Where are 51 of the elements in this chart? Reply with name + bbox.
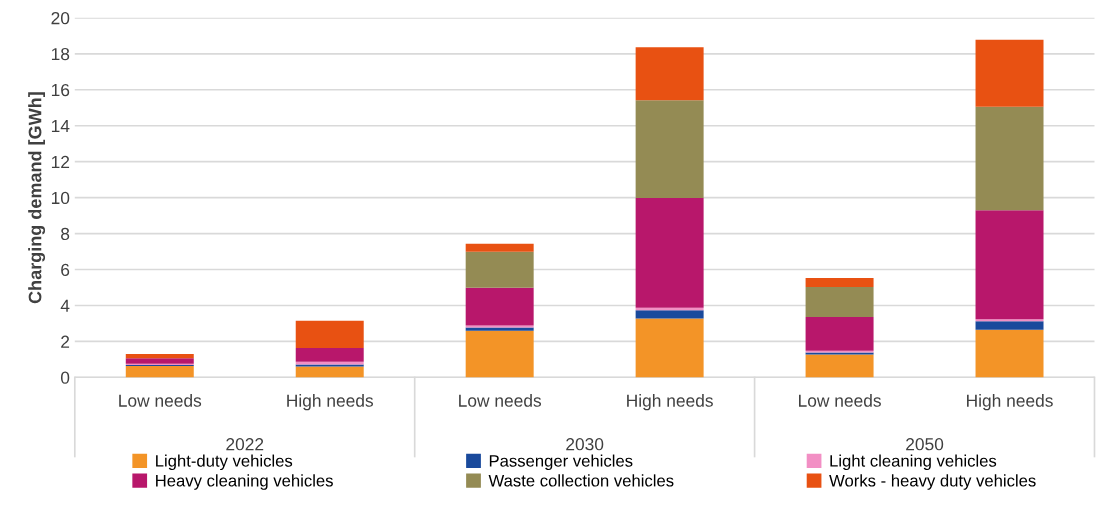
- bar: [975, 321, 1044, 330]
- y-tick-label: 20: [51, 12, 70, 25]
- x-tick-label: High needs: [627, 394, 713, 411]
- bar: [975, 106, 1044, 211]
- y-tick-label: 2: [61, 335, 70, 348]
- x-tick-label: High needs: [967, 394, 1053, 411]
- legend-label: Waste collection vehicles: [488, 474, 674, 487]
- legend-label: Passenger vehicles: [489, 454, 633, 471]
- x-tick-label: High needs: [287, 394, 374, 411]
- y-tick-label: 8: [61, 227, 70, 241]
- y-axis-title: Charging demand [GWh]: [28, 92, 46, 304]
- y-tick-label: 16: [51, 83, 70, 97]
- bar: [295, 366, 364, 378]
- legend-label: Light cleaning vehicles: [830, 454, 997, 471]
- y-tick-label: 12: [51, 155, 70, 168]
- bar: [465, 243, 534, 252]
- bar: [975, 210, 1044, 320]
- x-tick-label: Low needs: [799, 394, 881, 407]
- bar: [465, 287, 534, 326]
- bar: [805, 354, 874, 378]
- bar: [635, 197, 704, 308]
- legend-label: Heavy cleaning vehicles: [156, 474, 333, 490]
- bar: [635, 47, 704, 101]
- legend-label: Works - heavy duty vehicles: [829, 474, 1036, 490]
- bar: [465, 330, 534, 378]
- y-tick-label: 10: [51, 191, 70, 205]
- legend-label: Light-duty vehicles: [156, 454, 293, 471]
- bar: [805, 317, 874, 351]
- y-tick-label: 0: [60, 371, 70, 384]
- y-tick-label: 18: [51, 47, 70, 61]
- y-tick-label: 6: [61, 263, 70, 276]
- bar: [465, 251, 534, 288]
- bar: [805, 277, 874, 287]
- bar: [805, 286, 874, 317]
- bar: [125, 366, 194, 378]
- x-tick-label: Low needs: [119, 394, 202, 407]
- text: 2050: [906, 438, 944, 451]
- x-tick-label: Low needs: [459, 394, 542, 407]
- bar: [635, 100, 704, 198]
- bar: [975, 329, 1044, 378]
- y-tick-label: 4: [60, 299, 70, 312]
- text: 2022: [226, 438, 264, 451]
- bar: [125, 354, 194, 359]
- bar: [125, 358, 194, 364]
- bar: [975, 39, 1044, 107]
- bar: [295, 320, 364, 349]
- bar: [295, 348, 364, 362]
- y-tick-label: 14: [51, 120, 70, 133]
- bar: [635, 318, 704, 378]
- text: 2030: [566, 438, 604, 451]
- bar: [635, 310, 704, 319]
